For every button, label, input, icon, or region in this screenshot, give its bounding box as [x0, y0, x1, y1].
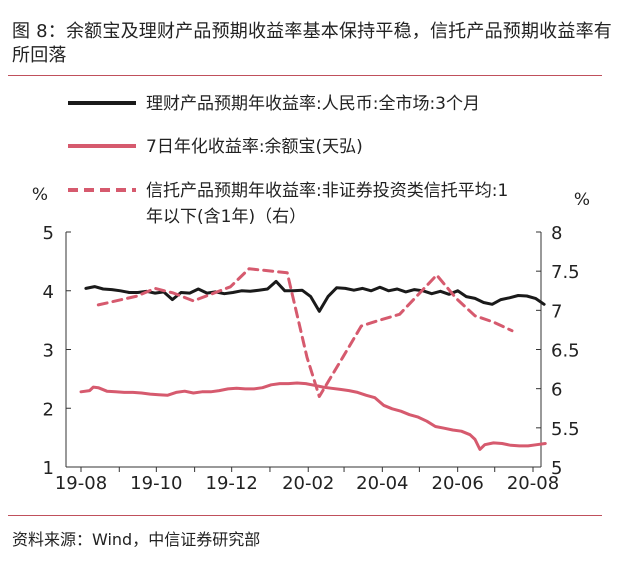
right-axis-tick-label: 5.5	[551, 419, 580, 440]
title-divider	[8, 75, 602, 76]
right-axis-tick-label: 6.5	[551, 341, 580, 362]
legend-label-2: 7日年化收益率:余额宝(天弘)	[146, 137, 363, 157]
x-axis-tick-label: 20-06	[432, 473, 484, 494]
left-axis-tick-label: 4	[43, 282, 54, 303]
source-note: 资料来源：Wind，中信证券研究部	[12, 530, 261, 549]
left-axis-tick-label: 5	[43, 223, 54, 244]
series-line-3	[96, 267, 514, 398]
x-axis-tick-label: 20-02	[282, 473, 334, 494]
series-line-2	[79, 381, 547, 451]
x-axis-tick-label: 20-08	[507, 473, 559, 494]
x-axis-tick-label: 20-04	[356, 473, 408, 494]
left-axis-tick-label: 2	[43, 399, 54, 420]
footer-divider	[8, 515, 602, 516]
legend-label-3: 信托产品预期年收益率:非证券投资类信托平均:1	[146, 181, 508, 201]
right-axis-unit: %	[574, 190, 590, 210]
left-axis-unit: %	[32, 185, 48, 205]
x-axis-tick-label: 19-08	[55, 473, 107, 494]
right-axis-tick-label: 8	[551, 223, 562, 244]
left-axis-tick-label: 1	[43, 458, 54, 479]
right-axis-tick-label: 7.5	[551, 262, 580, 283]
legend-label-3: 年以下(含1年)（右）	[146, 207, 306, 227]
right-axis-tick-label: 5	[551, 458, 562, 479]
right-axis-tick-label: 7	[551, 301, 562, 322]
left-axis-tick-label: 3	[43, 341, 54, 362]
x-axis-tick-label: 19-12	[206, 473, 258, 494]
x-axis-tick-label: 19-10	[130, 473, 182, 494]
legend-label-1: 理财产品预期年收益率:人民币:全市场:3个月	[146, 94, 480, 114]
right-axis-tick-label: 6	[551, 380, 562, 401]
figure-title: 图 8：余额宝及理财产品预期收益率基本保持平稳，信托产品预期收益率有所回落	[12, 21, 612, 66]
series-line-1	[84, 279, 546, 313]
